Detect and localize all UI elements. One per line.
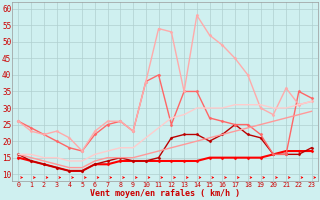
X-axis label: Vent moyen/en rafales ( km/h ): Vent moyen/en rafales ( km/h ) <box>90 189 240 198</box>
